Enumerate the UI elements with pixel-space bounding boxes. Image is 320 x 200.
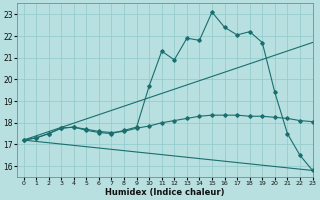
X-axis label: Humidex (Indice chaleur): Humidex (Indice chaleur) — [105, 188, 225, 197]
